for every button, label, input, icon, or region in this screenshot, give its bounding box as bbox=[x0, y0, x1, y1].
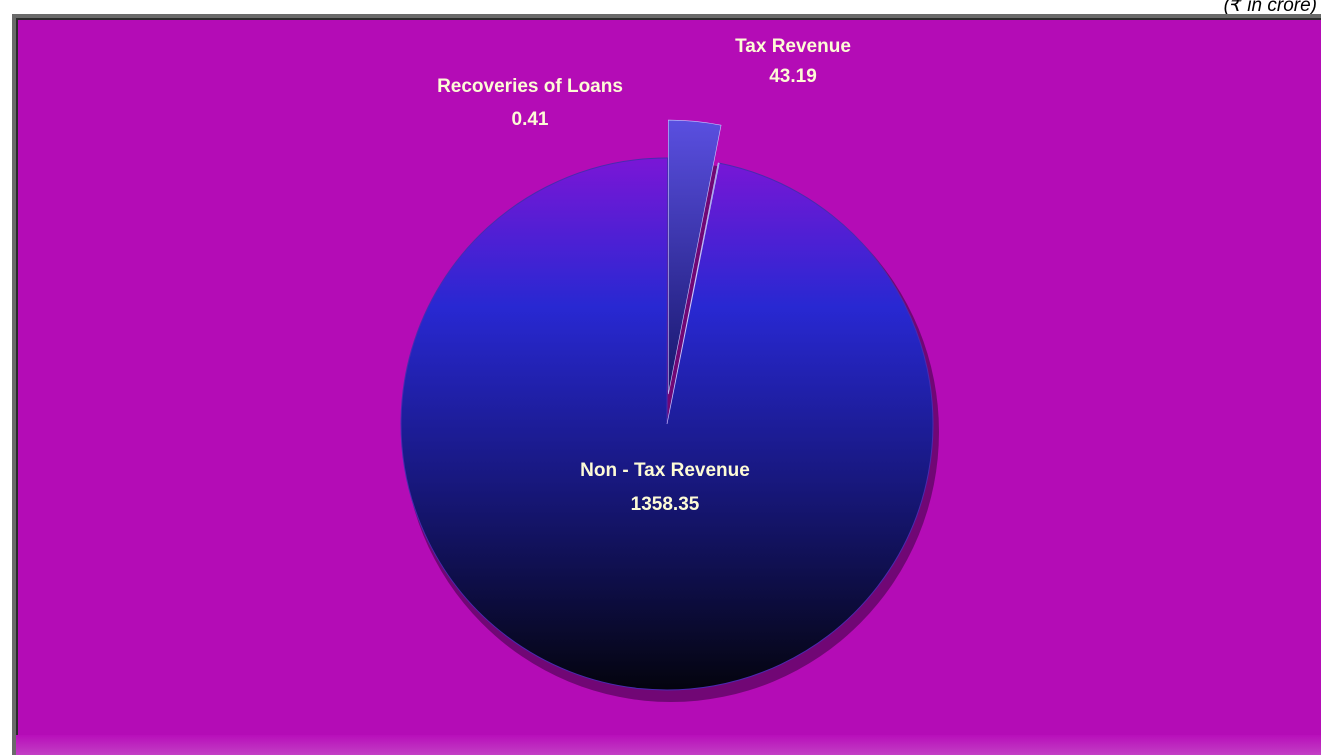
units-note: (₹ in crore) bbox=[1223, 0, 1317, 16]
label-tax-revenue-value: 43.19 bbox=[769, 66, 817, 87]
label-recoveries-value: 0.41 bbox=[512, 109, 549, 130]
slice-recoveries-of-loans bbox=[666, 162, 720, 425]
slice-tax-revenue bbox=[668, 119, 722, 395]
label-non-tax-name: Non - Tax Revenue bbox=[580, 460, 750, 481]
label-non-tax-value: 1358.35 bbox=[631, 494, 700, 515]
label-recoveries-name: Recoveries of Loans bbox=[437, 76, 623, 97]
label-tax-revenue-name: Tax Revenue bbox=[735, 36, 851, 57]
